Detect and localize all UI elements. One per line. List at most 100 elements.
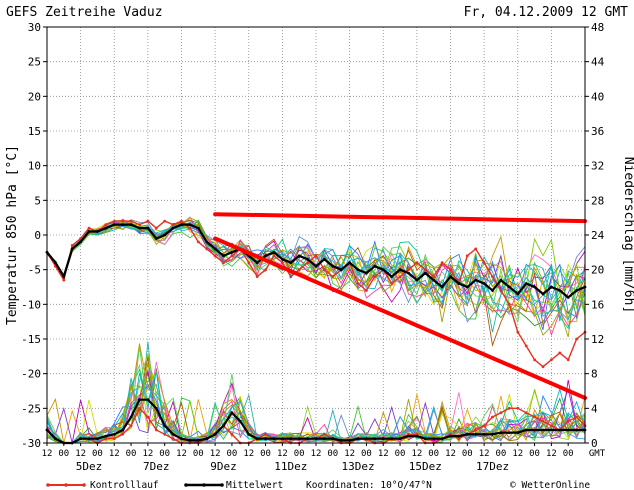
y2-tick-label: 36 [591,125,604,138]
series-control-temperature-point [499,289,503,292]
ensemble-member-temperature [46,217,586,338]
y2-tick-label: 8 [591,368,598,381]
series-control-temperature-point [247,261,251,265]
x-unit-label: GMT [589,449,606,459]
x-tick-label: 12 [445,449,456,459]
series-control-temperature-point [188,226,192,230]
series-mean-precipitation-point [255,437,259,441]
series-mean-temperature-point [465,285,469,289]
series-mean-temperature-point [70,247,74,251]
series-mean-precipitation-point [373,437,377,441]
series-mean-temperature-point [373,264,377,268]
x-tick-label: 12 [311,449,322,459]
series-control-temperature-point [373,275,377,278]
series-mean-temperature-point [54,261,57,265]
y-tick-label: -30 [21,437,41,450]
series-mean-temperature-point [381,268,385,272]
series-mean-temperature-point [482,282,486,285]
series-control-temperature-point [79,237,82,240]
series-control-temperature-point [474,247,478,251]
x-tick-label: 12 [42,449,53,459]
legend-mean-label: Mittelwert [226,480,283,490]
day-label: 5Dez [76,460,103,473]
series-mean-temperature-point [440,285,444,289]
y2-tick-label: 28 [591,194,604,207]
series-mean-precipitation-point [205,437,209,441]
series-mean-temperature-point [129,223,133,227]
series-mean-temperature-point [390,275,394,278]
ensemble-member-precipitation [46,370,586,444]
series-control-temperature-point [415,261,419,265]
ensemble-member-precipitation [46,346,586,444]
series-mean-precipitation-point [238,419,242,423]
y2-axis-title: Niederschlag [mm/6h] [621,157,634,314]
series-mean-precipitation-point [533,428,536,432]
series-control-temperature-point [104,223,108,227]
y-axis-left: 30 25 20 15 10 5 0 -5 -10 -15 -20 -25 -30 [21,21,47,450]
x-tick-label: 12 [176,449,187,459]
series-mean-precipitation-point [121,428,125,432]
y-tick-label: 10 [28,160,41,173]
series-mean-temperature-point [121,223,125,227]
series-mean-precipitation-point [129,415,133,419]
series-mean-temperature-point [272,250,276,254]
series-mean-temperature-point [297,254,301,258]
series-mean-temperature-point [281,257,284,261]
series-mean-temperature-point [314,264,318,268]
series-control-temperature-point [331,275,335,278]
series-mean-temperature-point [491,289,494,292]
legend-mean-dot-start [184,483,188,487]
series-mean-temperature-point [180,223,183,227]
series-mean-temperature-point [87,230,91,233]
series-mean-precipitation-point [499,431,503,434]
legend-mean-dot-mid [202,483,206,487]
x-tick-label: 00 [92,449,103,459]
series-control-temperature-point [398,275,402,278]
legend: Kontrolllauf Mittelwert Koordinaten: 10°… [46,480,590,490]
series-mean-precipitation-point [247,432,251,436]
series-control-temperature-point [356,282,360,285]
legend-control-dot-end [82,483,86,487]
series-mean-precipitation-point [96,437,99,441]
series-mean-temperature-point [171,226,175,230]
series-mean-temperature-point [331,264,335,268]
series-mean-temperature-point [356,268,360,272]
day-label: 13Dez [341,460,374,473]
series-control-precipitation-point [474,428,478,432]
series-mean-temperature-point [289,261,293,265]
series-mean-temperature-point [222,254,225,258]
series-control-temperature-point [314,254,318,258]
series-mean-temperature-point [566,296,570,299]
x-tick-label: 00 [227,449,238,459]
series-mean-temperature-point [323,257,326,261]
series-control-precipitation-point [129,424,133,428]
series-control-precipitation-point [566,419,570,423]
series-control-precipitation-point [550,424,553,428]
series-control-temperature-point [255,275,259,278]
series-control-temperature-point [390,282,394,285]
series-mean-precipitation-point [474,432,478,436]
series-control-precipitation-point [163,432,167,436]
series-control-precipitation-point [104,437,108,441]
series-control-temperature-point [432,275,436,278]
series-mean-temperature-point [474,278,478,282]
series-control-temperature-point [70,244,74,247]
series-mean-temperature-point [550,285,553,289]
y-tick-label: 30 [28,21,41,34]
series-mean-precipitation-point [180,437,183,441]
chart-datetime: Fr, 04.12.2009 12 GMT [464,5,629,20]
y2-tick-label: 48 [591,21,604,34]
series-mean-temperature-point [163,233,167,237]
series-mean-precipitation-point [87,437,91,441]
y-tick-label: -10 [21,298,41,311]
series-control-temperature [46,220,586,368]
series-mean-precipitation-point [491,432,494,436]
series-control-temperature-point [550,358,553,362]
x-tick-label: 12 [277,449,288,459]
series-control-precipitation-point [264,432,267,436]
series-mean-precipitation-point [163,424,167,428]
day-labels: 5Dez 7Dez 9Dez 11Dez 13Dez 15Dez 17Dez [76,460,509,473]
series-mean-temperature-point [524,282,528,285]
series-control-precipitation-point [154,428,158,432]
day-label: 7Dez [143,460,170,473]
